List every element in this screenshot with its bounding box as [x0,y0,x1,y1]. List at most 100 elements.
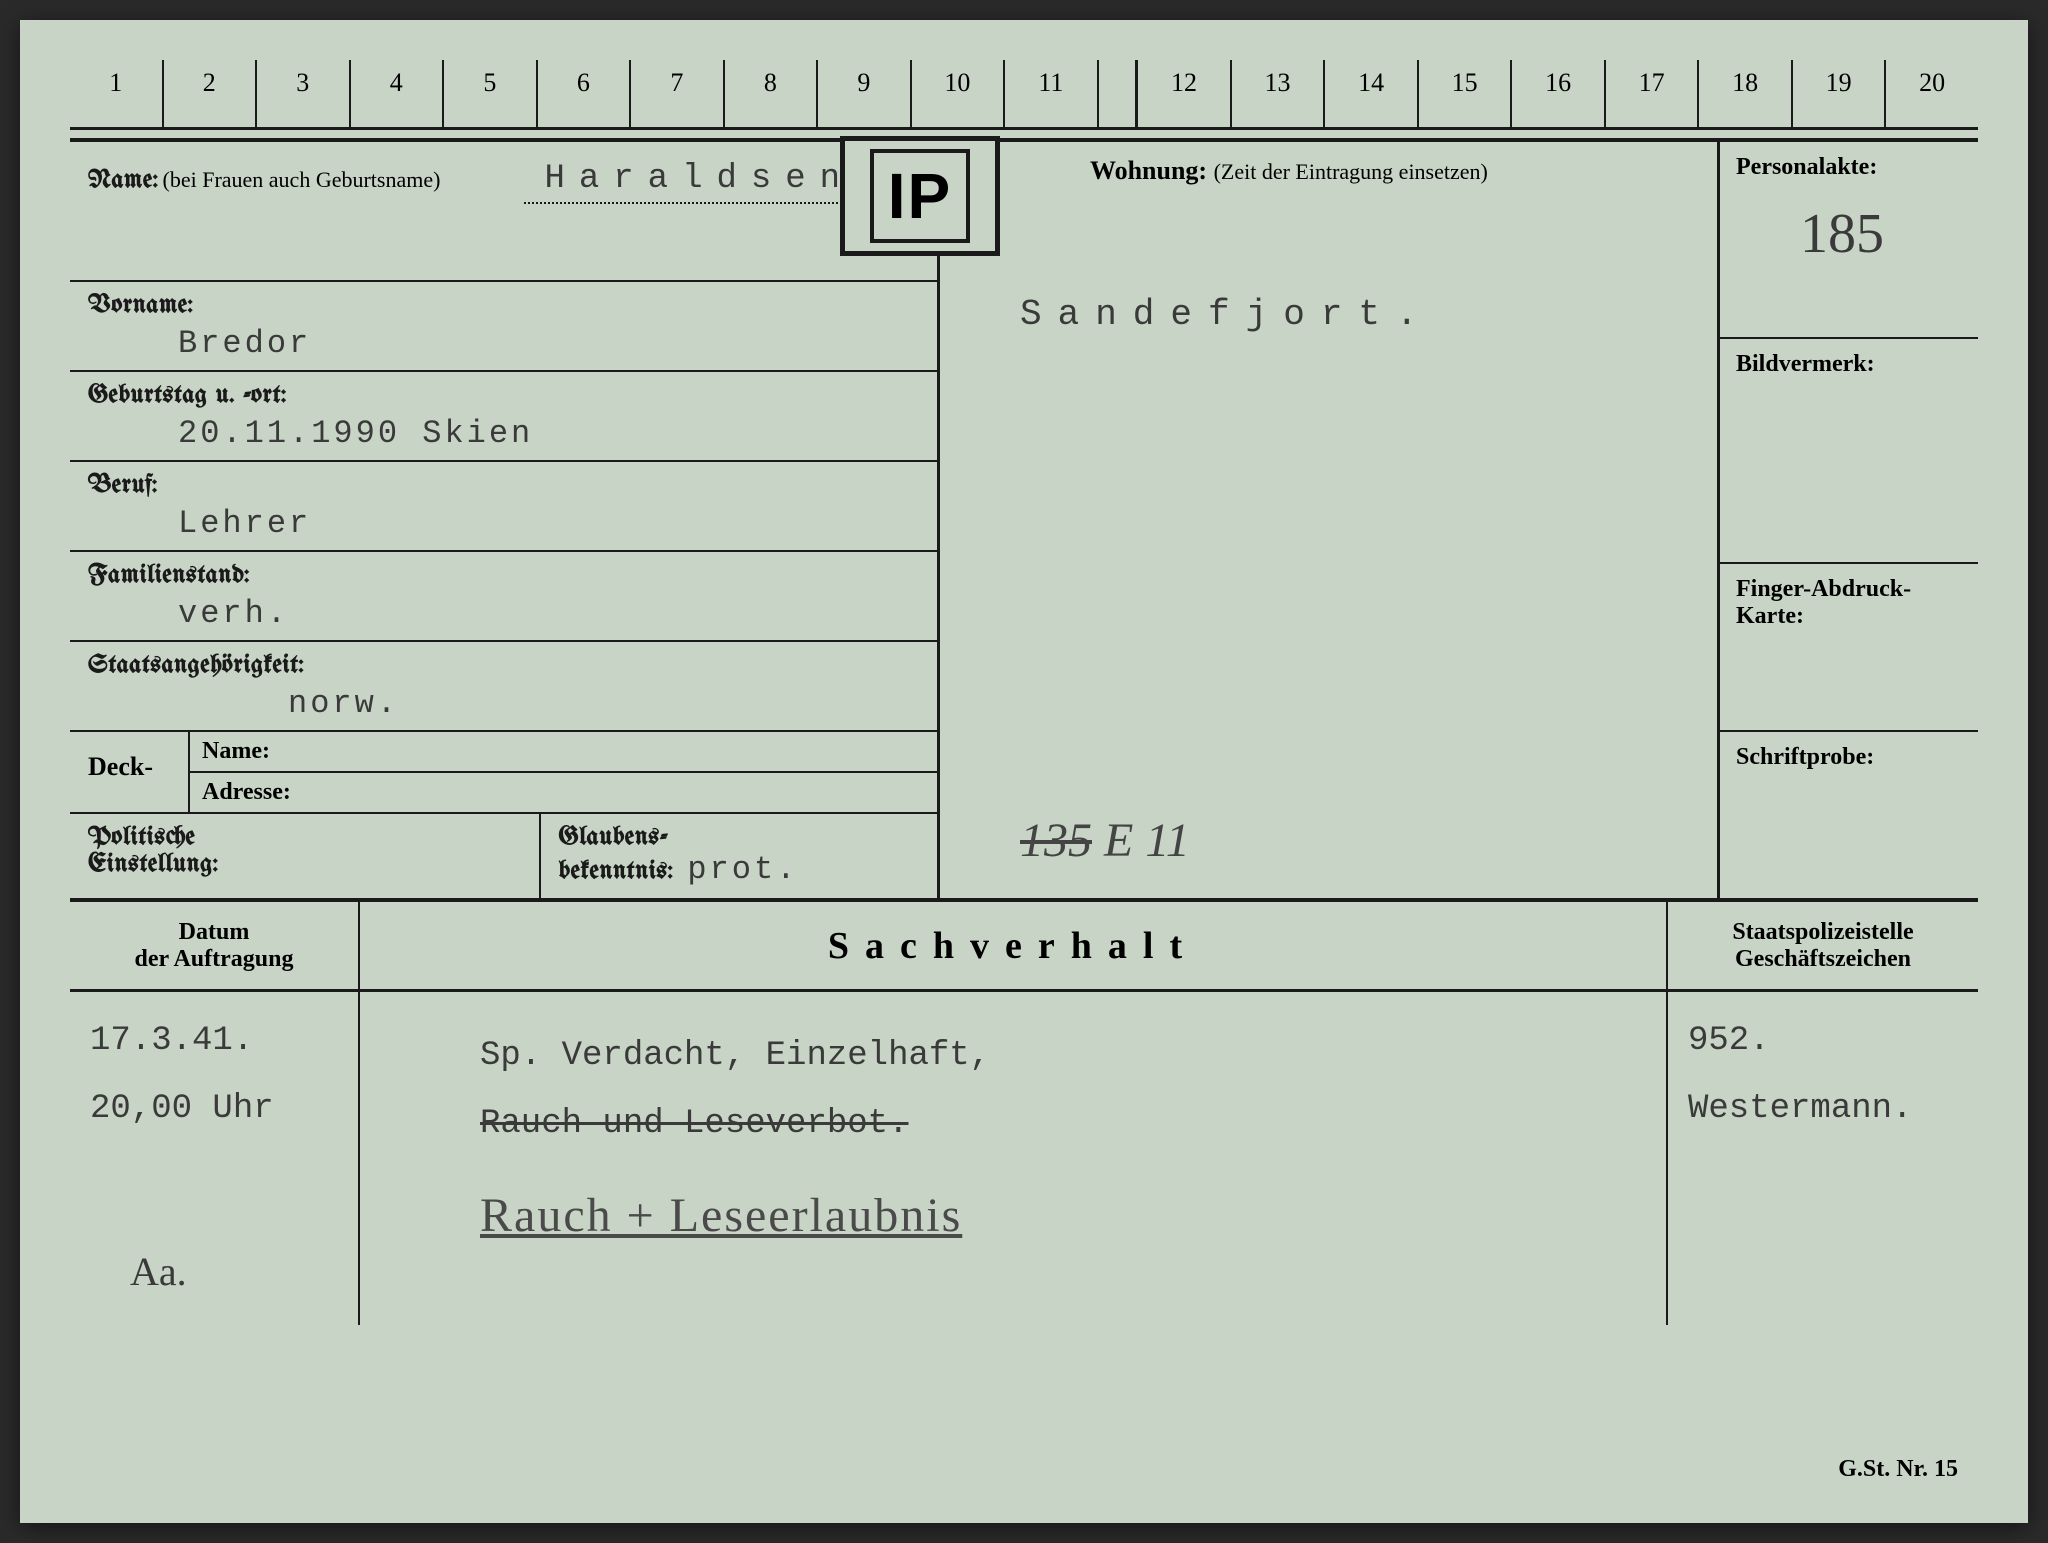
bildvermerk-label: Bildvermerk: [1736,351,1962,378]
main-grid: IP Name: (bei Frauen auch Geburtsname) H… [70,138,1978,902]
ruler-tick: 5 [444,60,538,127]
content-cell: Sp. Verdacht, Einzelhaft, Rauch und Lese… [360,992,1668,1325]
schriftprobe-label: Schriftprobe: [1736,744,1962,771]
geburt-field: Geburtstag u. -ort: 20.11.1990 Skien [70,372,937,462]
deck-name-label: Name: [190,732,937,773]
mid-column: Wohnung: (Zeit der Eintragung einsetzen)… [940,142,1720,898]
content-line2-struck: Rauch und Leseverbot. [480,1090,1646,1158]
ruler-tick: 2 [164,60,258,127]
deck-adresse-label: Adresse: [190,773,937,812]
ruler-scale: 1 2 3 4 5 6 7 8 9 10 11 12 13 14 15 16 1… [70,60,1978,130]
ruler-tick: 8 [725,60,819,127]
handwritten-rest: E 11 [1104,814,1190,867]
politik-label1: Politische [88,824,521,851]
glaubens-label1: Glaubens- [559,824,668,851]
datum-label1: Datum [88,919,340,946]
glaubens-value: prot. [677,851,798,888]
ruler-tick: 16 [1512,60,1606,127]
name-sublabel: (bei Frauen auch Geburtsname) [163,167,441,192]
ruler-tick: 19 [1793,60,1887,127]
ruler-tick: 15 [1419,60,1513,127]
staats-label1: Staatspolizeistelle [1686,919,1960,946]
wohnung-header: Wohnung: (Zeit der Eintragung einsetzen) [940,142,1717,194]
name-value: Haraldsen [524,160,894,204]
staat-label: Staatsangehörigkeit: [88,652,919,679]
staat-field: Staatsangehörigkeit: norw. [70,642,937,732]
sachverhalt-header: Datum der Auftragung Sachverhalt Staatsp… [70,902,1978,992]
glaubens-field: Glaubens- bekenntnis: prot. [541,814,937,898]
handwritten-struck: 135 [1020,814,1092,867]
ruler-tick: 11 [1005,60,1099,127]
politik-label2: Einstellung: [88,851,521,878]
beruf-label: Beruf: [88,472,919,499]
name-field: Name: (bei Frauen auch Geburtsname) Hara… [70,142,937,282]
ruler-tick: 1 [70,60,164,127]
index-card: 1 2 3 4 5 6 7 8 9 10 11 12 13 14 15 16 1… [20,20,2028,1523]
ip-text: IP [870,149,970,243]
staats-label2: Geschäftszeichen [1686,946,1960,973]
glaubens-label2: bekenntnis: [559,858,674,885]
staats-header: Staatspolizeistelle Geschäftszeichen [1668,902,1978,989]
ruler-tick: 10 [912,60,1006,127]
finger-field: Finger-Abdruck- Karte: [1720,564,1978,732]
wohnung-label: Wohnung: [1090,156,1207,185]
ruler-tick: 18 [1699,60,1793,127]
ruler-tick: 17 [1606,60,1700,127]
ruler-tick: 12 [1138,60,1232,127]
content-cursive: Rauch + Leseerlaubnis [480,1168,1646,1264]
sachverhalt-title-cell: Sachverhalt [360,902,1668,989]
familien-label: Familienstand: [88,562,919,589]
datum-label2: der Auftragung [88,946,340,973]
right-column: Personalakte: 185 Bildvermerk: Finger-Ab… [1720,142,1978,898]
familien-value: verh. [88,595,919,632]
staats-cell: 952. Westermann. [1668,992,1978,1325]
vorname-field: Vorname: Bredor [70,282,937,372]
geburt-label: Geburtstag u. -ort: [88,382,919,409]
bottom-split: Politische Einstellung: Glaubens- bekenn… [70,814,937,898]
form-number: G.St. Nr. 15 [1838,1456,1958,1483]
content-line1: Sp. Verdacht, Einzelhaft, [480,1022,1646,1090]
ruler-tick: 20 [1886,60,1978,127]
left-column: Name: (bei Frauen auch Geburtsname) Hara… [70,142,940,898]
name-label: Name: [88,167,159,194]
politik-field: Politische Einstellung: [70,814,541,898]
beruf-field: Beruf: Lehrer [70,462,937,552]
ruler-tick: 7 [631,60,725,127]
ruler-tick: 13 [1232,60,1326,127]
ruler-tick: 14 [1325,60,1419,127]
datum-cell: 17.3.41. 20,00 Uhr Aa. [70,992,360,1325]
ruler-tick: 4 [351,60,445,127]
deck-label: Deck- [70,732,190,812]
geburt-value: 20.11.1990 Skien [88,415,919,452]
ruler-tick: 3 [257,60,351,127]
vorname-label: Vorname: [88,292,919,319]
beruf-value: Lehrer [88,505,919,542]
handwritten-annotation: 135 E 11 [1020,813,1190,868]
vorname-value: Bredor [88,325,919,362]
familien-field: Familienstand: verh. [70,552,937,642]
deck-sub: Name: Adresse: [190,732,937,812]
finger-label2: Karte: [1736,603,1962,630]
bildvermerk-field: Bildvermerk: [1720,339,1978,564]
deck-field: Deck- Name: Adresse: [70,732,937,814]
finger-label1: Finger-Abdruck- [1736,576,1962,603]
wohnung-value: Sandefjort. [940,194,1717,355]
personalakte-label: Personalakte: [1736,154,1962,181]
staats-value1: 952. [1688,1022,1958,1060]
staats-value2: Westermann. [1688,1090,1958,1128]
personalakte-field: Personalakte: 185 [1720,142,1978,339]
wohnung-sublabel: (Zeit der Eintragung einsetzen) [1214,159,1488,184]
sachverhalt-body: 17.3.41. 20,00 Uhr Aa. Sp. Verdacht, Ein… [70,992,1978,1325]
ip-badge: IP [840,136,1000,256]
aa-note: Aa. [90,1248,338,1295]
staat-value: norw. [88,685,919,722]
datum-value1: 17.3.41. [90,1022,338,1060]
ruler-gap [1099,60,1139,127]
sachverhalt-title: Sachverhalt [378,924,1648,968]
datum-header: Datum der Auftragung [70,902,360,989]
datum-value2: 20,00 Uhr [90,1090,338,1128]
schriftprobe-field: Schriftprobe: [1720,732,1978,898]
ruler-tick: 9 [818,60,912,127]
personalakte-value: 185 [1800,202,1884,266]
ruler-tick: 6 [538,60,632,127]
